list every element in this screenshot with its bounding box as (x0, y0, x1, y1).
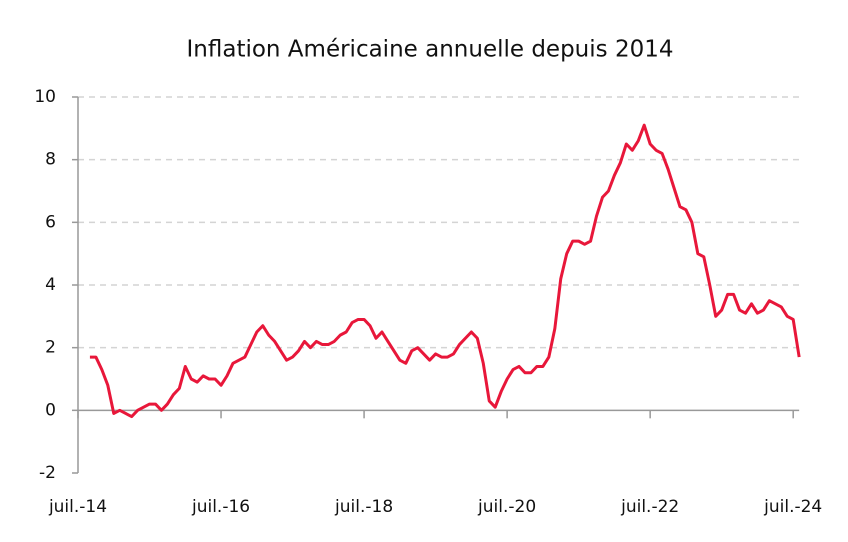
y-tick-label: 6 (45, 212, 56, 232)
y-tick-label: 0 (45, 400, 56, 420)
x-tick-label: juil.-24 (763, 497, 822, 517)
chart-title: Inflation Américaine annuelle depuis 201… (187, 37, 674, 63)
x-tick-label: juil.-20 (477, 497, 536, 517)
y-tick-label: 2 (45, 338, 56, 358)
x-tick-label: juil.-18 (334, 497, 393, 517)
x-tick-label: juil.-22 (620, 497, 679, 517)
line-series (89, 123, 801, 419)
x-tick-label: juil.-16 (191, 497, 250, 517)
y-tick-label: 8 (45, 150, 56, 170)
y-tick-label: 10 (34, 87, 56, 107)
y-tick-label: 4 (45, 275, 56, 295)
y-tick-label: -2 (39, 463, 56, 483)
x-tick-label: juil.-14 (48, 497, 107, 517)
